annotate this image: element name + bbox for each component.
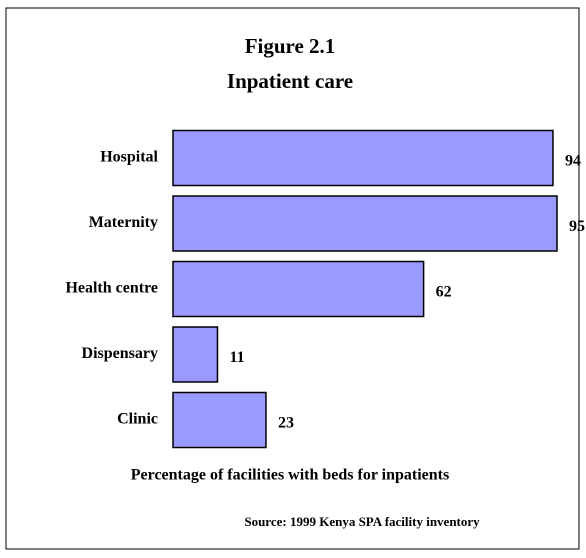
value-label: 94 (565, 153, 581, 170)
value-label: 11 (229, 349, 244, 366)
value-label: 95 (569, 218, 585, 235)
value-label: 23 (278, 415, 294, 432)
bar (172, 326, 219, 383)
category-label: Dispensary (82, 345, 158, 362)
chart-title: Figure 2.1 (245, 34, 336, 58)
category-label: Hospital (100, 149, 158, 166)
x-axis-label: Percentage of facilities with beds for i… (131, 467, 449, 484)
bar (172, 260, 425, 318)
bar (172, 129, 554, 187)
category-label: Clinic (117, 411, 158, 428)
bar (172, 391, 267, 449)
category-label: Health centre (65, 280, 158, 297)
chart-subtitle: Inpatient care (227, 69, 353, 93)
source-note: Source: 1999 Kenya SPA facility inventor… (244, 514, 480, 529)
bar (172, 195, 558, 252)
category-label: Maternity (89, 214, 158, 231)
value-label: 62 (436, 284, 452, 301)
